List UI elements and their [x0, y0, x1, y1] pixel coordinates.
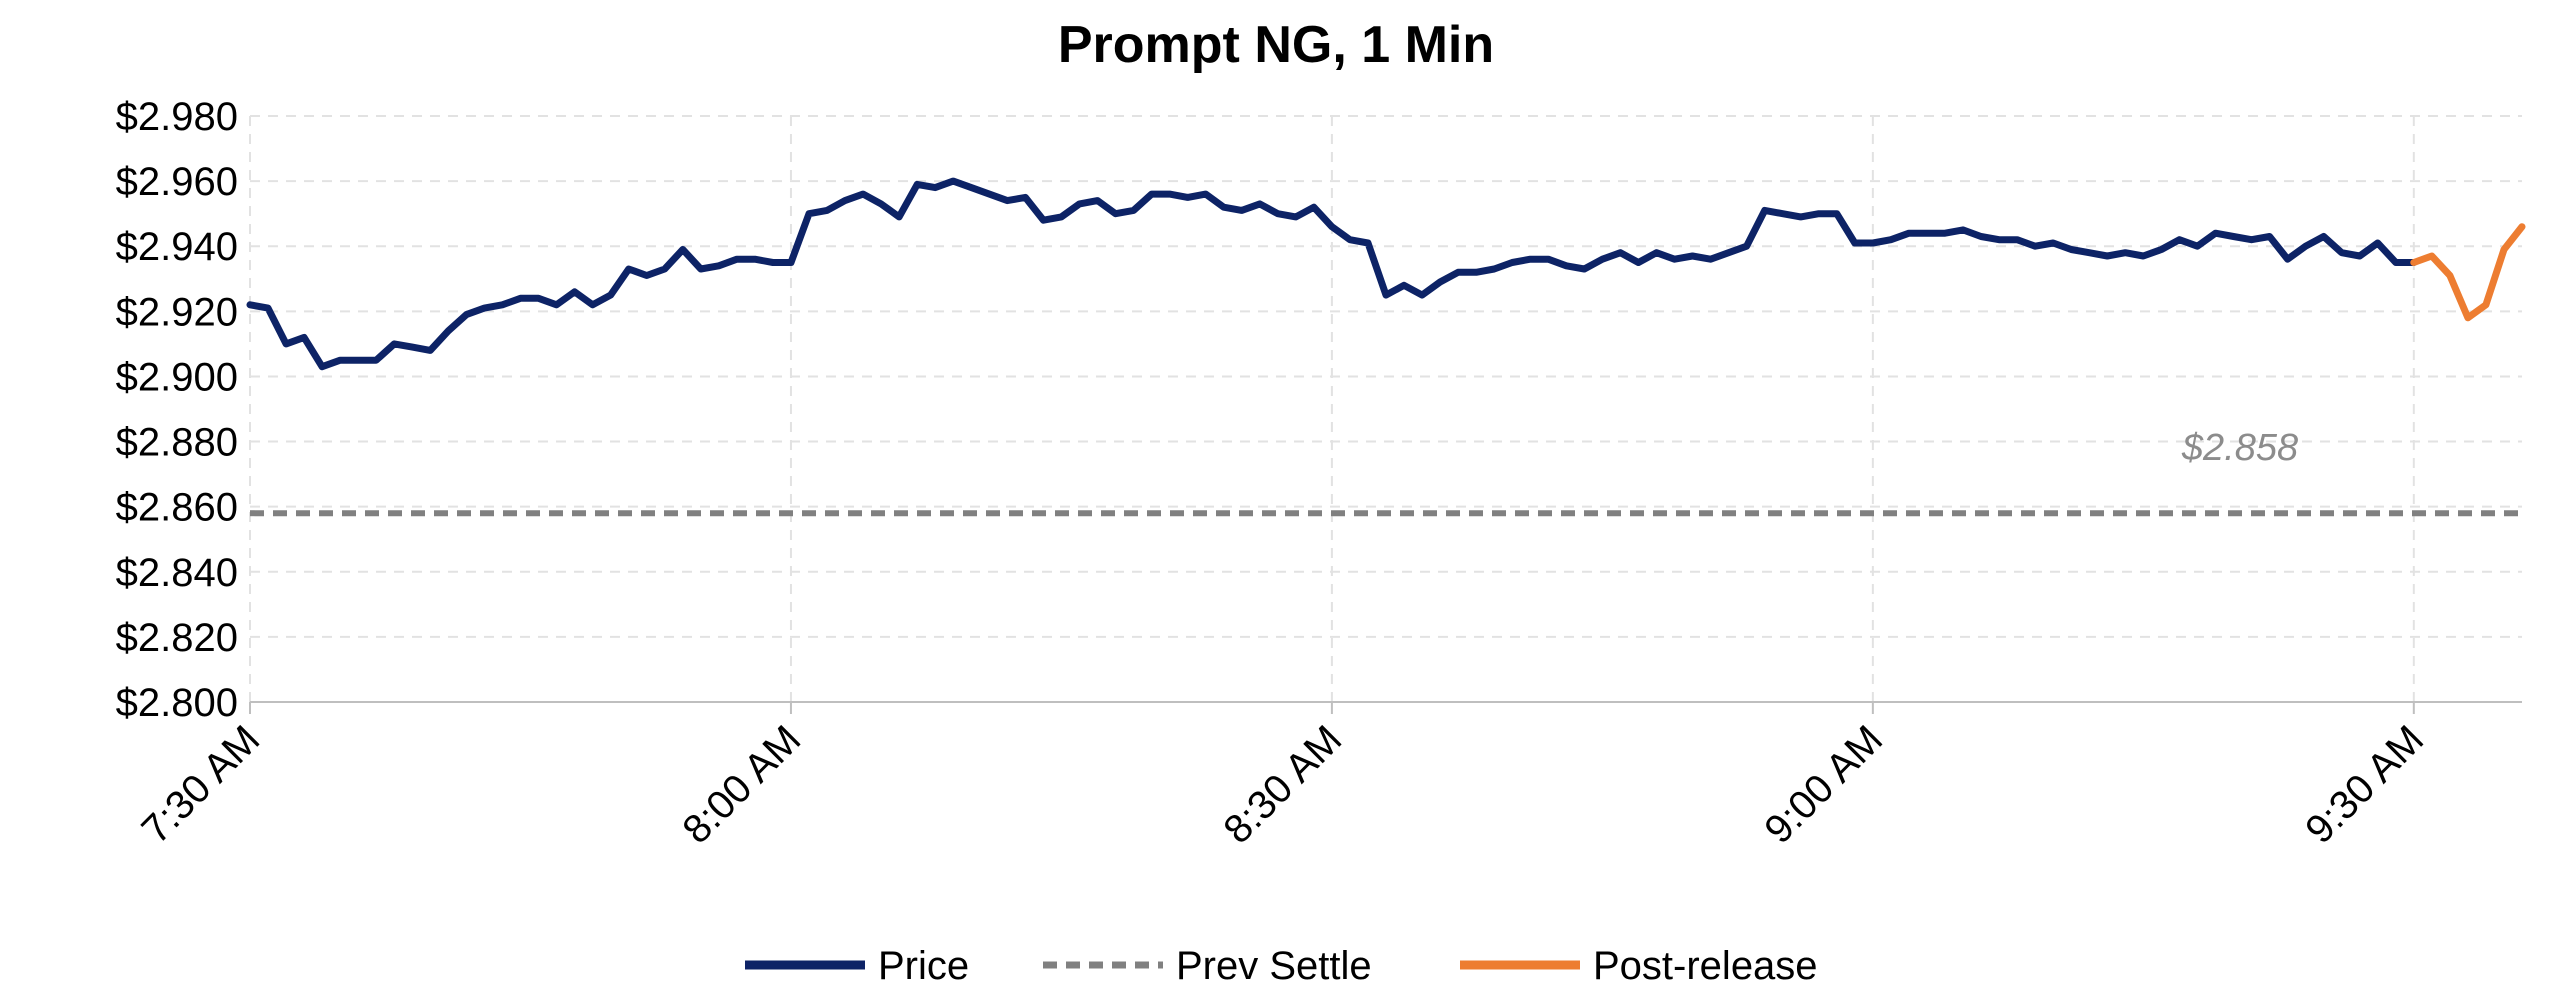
price-series-line: [246, 177, 2418, 371]
y-tick-label: $2.800: [116, 681, 238, 725]
y-tick-label: $2.900: [116, 355, 238, 399]
x-tick-label: 7:30 AM: [133, 717, 268, 852]
legend-label-prev-settle: Prev Settle: [1176, 944, 1372, 988]
chart-title: Prompt NG, 1 Min: [1058, 16, 1494, 74]
grid-lines: [249, 115, 2522, 702]
legend-item-prev-settle: Prev Settle: [1043, 944, 1372, 988]
series-layer: [246, 177, 2526, 517]
legend-label-price: Price: [878, 944, 969, 988]
y-tick-label: $2.920: [116, 290, 238, 334]
x-tick-label: 9:30 AM: [2297, 717, 2432, 852]
y-tick-label: $2.980: [116, 95, 238, 139]
x-tick-label: 9:00 AM: [1756, 717, 1891, 852]
y-tick-label: $2.820: [116, 616, 238, 660]
legend-item-price: Price: [745, 944, 969, 988]
x-tick-label: 8:00 AM: [674, 717, 809, 852]
y-tick-label: $2.880: [116, 421, 238, 465]
x-tick-label: 8:30 AM: [1215, 717, 1350, 852]
legend: Price Prev Settle Post-release: [745, 944, 1818, 988]
prev-settle-value-label: $2.858: [2181, 427, 2298, 469]
legend-label-post-release: Post-release: [1593, 944, 1818, 988]
legend-item-post-release: Post-release: [1460, 944, 1818, 988]
y-tick-label: $2.860: [116, 486, 238, 530]
y-tick-label: $2.840: [116, 551, 238, 595]
y-tick-label: $2.960: [116, 160, 238, 204]
post-release-series-line: [2410, 223, 2526, 322]
y-tick-label: $2.940: [116, 225, 238, 269]
